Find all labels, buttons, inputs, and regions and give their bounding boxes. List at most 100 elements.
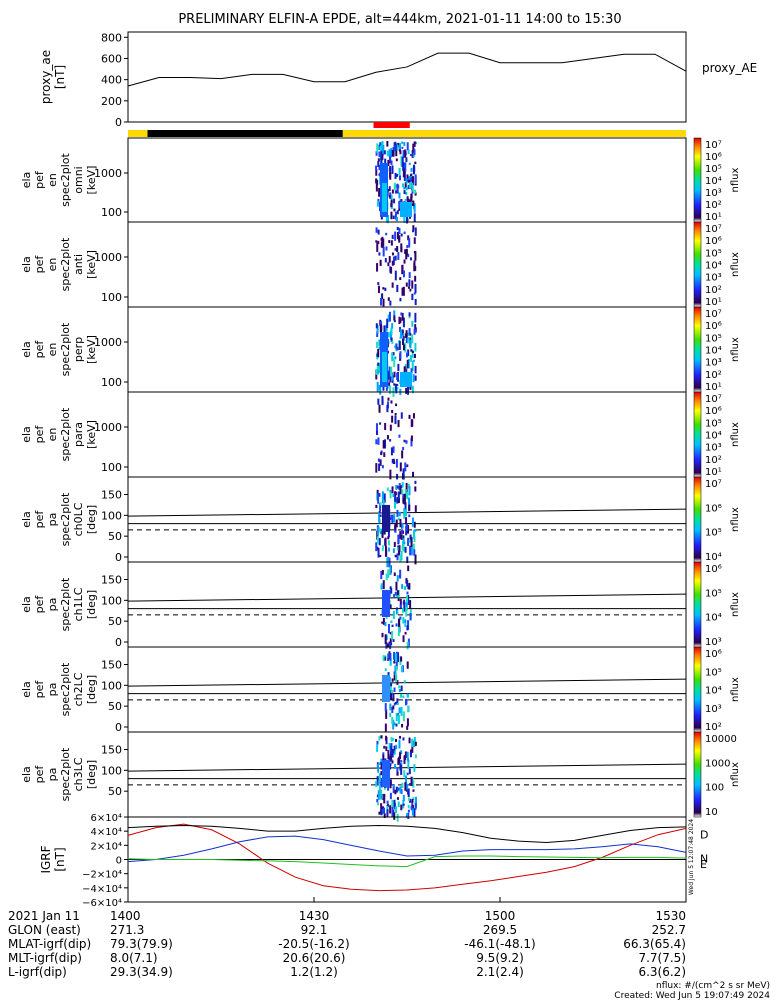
pa-ch2-pixel	[390, 683, 393, 687]
spec-omni-pixel	[381, 141, 384, 149]
spec-perp-pixel	[406, 359, 409, 369]
spec-anti-pixel	[409, 288, 412, 292]
pa-ch1-pixel	[406, 641, 409, 650]
spec-anti-tick-label: 1000	[94, 251, 122, 264]
pa-ch0-pixel	[398, 511, 401, 517]
pa-ch1-pixel	[382, 617, 385, 625]
spec-para-colorbar	[693, 391, 702, 478]
pa-ch3-pixel	[400, 764, 403, 775]
spec-omni-pixel	[405, 157, 408, 163]
spec-omni-pixel	[377, 161, 380, 168]
spec-omni-pixel	[412, 143, 415, 153]
spec-perp-pixel	[411, 334, 414, 343]
spec-anti-pixel	[387, 297, 390, 301]
spec-perp-pixel	[391, 340, 394, 344]
pa-ch0-pixel	[400, 529, 403, 535]
spec-omni-pixel	[391, 165, 394, 174]
pa-ch2-pixel	[401, 666, 404, 673]
spec-perp-pixel	[387, 370, 390, 380]
pa-ch3-pixel	[393, 750, 396, 755]
spec-perp-pixel	[393, 371, 396, 378]
spec-omni-pixel	[389, 172, 392, 180]
footer-cell: 271.3	[110, 923, 144, 937]
igrf-series-total	[127, 824, 687, 844]
pa-ch3-tick-label: 150	[101, 744, 122, 757]
pa-ch0-pixel	[402, 535, 405, 546]
pa-ch3-pixel	[414, 803, 417, 809]
pa-ch3-pixel	[387, 750, 390, 760]
spec-omni-pixel	[412, 166, 415, 175]
spec-omni-pixel	[395, 216, 398, 222]
pa-ch3-ylabel-line: [deg]	[85, 760, 98, 789]
pa-ch0-pixel	[398, 485, 401, 490]
spec-para-tick-label: 100	[101, 461, 122, 474]
pa-ch1-pixel	[396, 609, 399, 615]
spec-omni-pixel	[388, 149, 391, 157]
pa-ch0-pixel	[396, 553, 399, 561]
pa-ch3-pixel	[389, 763, 392, 770]
pa-ch0-pixel	[394, 492, 397, 501]
spec-perp-pixel	[396, 383, 399, 386]
spec-para-pixel	[387, 397, 390, 401]
proxy-ae-tick-label: 200	[101, 95, 122, 108]
pa-ch3-pixel	[405, 813, 408, 818]
pa-ch0-pixel	[379, 503, 382, 512]
spec-omni-pixel	[375, 182, 378, 192]
pa-ch2-pixel	[398, 685, 401, 689]
spec-omni-pixel	[376, 179, 379, 186]
pa-ch2-pixel	[397, 652, 400, 663]
pa-ch3-pixel	[404, 782, 407, 791]
spec-anti-pixel	[377, 282, 380, 286]
pa-ch2-pixel	[392, 721, 395, 726]
spec-anti-pixel	[399, 297, 402, 302]
spec-omni-pixel	[390, 194, 393, 203]
spec-perp-pixel	[397, 363, 400, 372]
colorbar-tick-label: 10⁷	[705, 309, 722, 320]
spec-omni-pixel	[393, 182, 396, 191]
spec-perp-pixel	[414, 312, 417, 323]
pa-ch3-pixel	[393, 812, 396, 820]
colorbar-tick-label: 10⁵	[705, 333, 722, 344]
spec-para-pixel	[381, 465, 384, 469]
footer-cell: 66.3(65.4)	[623, 937, 686, 951]
pa-ch3-pixel	[407, 788, 410, 797]
spec-perp-pixel	[414, 327, 417, 333]
spec-perp-pixel	[399, 326, 402, 332]
pa-ch3-pixel	[406, 772, 409, 776]
spec-perp-pixel	[388, 382, 391, 386]
pa-ch0-pixel	[376, 493, 379, 501]
pa-ch3-pixel	[413, 764, 416, 772]
spec-omni-pixel	[391, 149, 394, 157]
spec-anti-pixel	[396, 246, 399, 252]
spec-omni-pixel	[375, 165, 378, 171]
proxy-ae-tick-label: 0	[115, 116, 122, 129]
pa-ch3-pixel	[392, 738, 395, 741]
spec-perp-pixel	[391, 352, 394, 362]
colorbar-tick-label: 10²	[705, 285, 722, 296]
spec-anti-pixel	[382, 246, 385, 257]
pa-ch3-pixel	[399, 752, 402, 760]
spec-perp-ylabel-line: perp	[72, 337, 85, 362]
pa-ch3-pixel	[391, 799, 394, 808]
pa-ch0-pixel	[381, 491, 384, 501]
igrf-series-label: D	[700, 828, 708, 841]
pa-ch2-pixel	[395, 659, 398, 669]
spec-perp-pixel	[411, 349, 414, 359]
spec-omni-pixel	[401, 141, 404, 144]
pa-ch0-pixel	[397, 534, 400, 543]
pa-ch1-pixel	[406, 625, 409, 631]
pa-ch3-ylabel-line: pef	[33, 765, 46, 784]
pa-ch1-pixel	[380, 571, 383, 580]
pa-ch3-pixel	[391, 760, 394, 764]
colorbar-tick-label: 10⁴	[705, 613, 722, 624]
spec-omni-pixel	[399, 143, 402, 151]
spec-para-pixel	[384, 439, 387, 449]
spec-perp-pixel	[393, 315, 396, 321]
colorbar-tick-label: 10³	[705, 188, 722, 199]
spec-perp-pixel	[376, 381, 379, 392]
spec-anti-pixel	[409, 257, 412, 261]
spec-omni-pixel	[406, 198, 409, 201]
spec-para-pixel	[381, 395, 384, 405]
pa-ch1-pixel	[389, 642, 392, 650]
footer-cell: 7.7(7.5)	[638, 951, 686, 965]
